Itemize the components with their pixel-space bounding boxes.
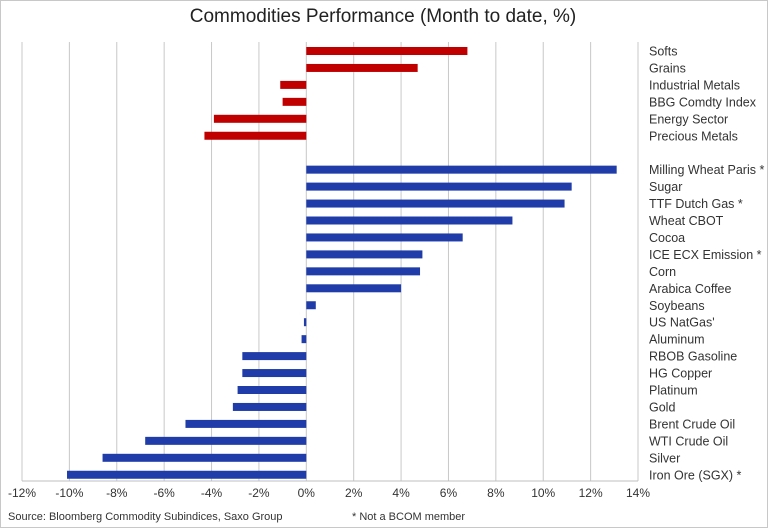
- category-label: TTF Dutch Gas *: [649, 197, 743, 211]
- category-label: Cocoa: [649, 231, 685, 245]
- category-label: Soybeans: [649, 299, 705, 313]
- category-label: BBG Comdty Index: [649, 95, 757, 109]
- bar: [237, 386, 307, 394]
- category-label: Platinum: [649, 384, 698, 398]
- category-label: US NatGas': [649, 316, 715, 330]
- x-tick-label: 8%: [487, 486, 505, 500]
- bar: [67, 470, 307, 479]
- bar: [306, 250, 423, 259]
- bar: [232, 402, 307, 411]
- category-label: HG Copper: [649, 367, 712, 381]
- category-label: Sugar: [649, 180, 682, 194]
- x-tick-label: -2%: [248, 486, 270, 500]
- x-tick-label: 0%: [298, 486, 316, 500]
- category-labels: Softs Grains Industrial Metals BBG Comdty I…: [649, 45, 764, 483]
- category-label: Softs: [649, 45, 678, 59]
- bar: [242, 352, 307, 361]
- bar: [306, 47, 468, 55]
- bar: [282, 97, 307, 106]
- bar: [185, 419, 307, 428]
- bar: [242, 369, 307, 378]
- x-tick-label: 4%: [392, 486, 410, 500]
- category-label: Gold: [649, 400, 675, 414]
- category-label: Silver: [649, 451, 680, 465]
- category-label: Aluminum: [649, 333, 705, 347]
- category-label: Brent Crude Oil: [649, 417, 735, 431]
- bar: [280, 80, 307, 89]
- category-label: Industrial Metals: [649, 78, 740, 92]
- category-label: Energy Sector: [649, 112, 728, 126]
- bar: [306, 284, 402, 293]
- bar: [306, 182, 572, 191]
- source-note: Source: Bloomberg Commodity Subindices, …: [8, 511, 283, 523]
- category-label: ICE ECX Emission *: [649, 248, 762, 262]
- bar: [204, 131, 307, 140]
- bar: [306, 267, 421, 276]
- x-tick-label: -12%: [8, 486, 36, 500]
- x-tick-label: 10%: [531, 486, 555, 500]
- x-axis-tick-labels: -12% -10% -8% -6% -4% -2% 0% 2% 4% 6% 8% 10% 12% 14%: [8, 486, 650, 500]
- bar: [306, 165, 617, 174]
- x-tick-label: 14%: [626, 486, 650, 500]
- bar: [306, 301, 316, 310]
- category-label: WTI Crude Oil: [649, 434, 728, 448]
- category-label: Milling Wheat Paris *: [649, 163, 764, 177]
- bar: [301, 335, 307, 344]
- bar: [306, 199, 565, 208]
- bar: [303, 318, 307, 327]
- category-label: Grains: [649, 61, 686, 75]
- category-label: Iron Ore (SGX) *: [649, 468, 742, 482]
- x-tick-label: 6%: [440, 486, 458, 500]
- category-label: Precious Metals: [649, 129, 738, 143]
- x-tick-label: -8%: [106, 486, 128, 500]
- gridlines: [21, 42, 639, 482]
- category-label: Corn: [649, 265, 676, 279]
- bars: [67, 47, 617, 479]
- bar: [145, 436, 307, 445]
- x-tick-label: -4%: [201, 486, 223, 500]
- x-tick-label: -6%: [153, 486, 175, 500]
- bar: [306, 216, 513, 225]
- x-tick-label: -10%: [55, 486, 83, 500]
- category-label: Wheat CBOT: [649, 214, 724, 228]
- x-tick-label: 2%: [345, 486, 363, 500]
- x-tick-label: 12%: [579, 486, 603, 500]
- membership-note: * Not a BCOM member: [352, 511, 466, 523]
- category-label: RBOB Gasoline: [649, 350, 737, 364]
- chart-title: Commodities Performance (Month to date, …: [189, 6, 577, 27]
- category-label: Arabica Coffee: [649, 282, 732, 296]
- bar: [102, 453, 307, 462]
- bar: [213, 114, 307, 123]
- bar: [306, 233, 463, 242]
- bar: [306, 63, 418, 72]
